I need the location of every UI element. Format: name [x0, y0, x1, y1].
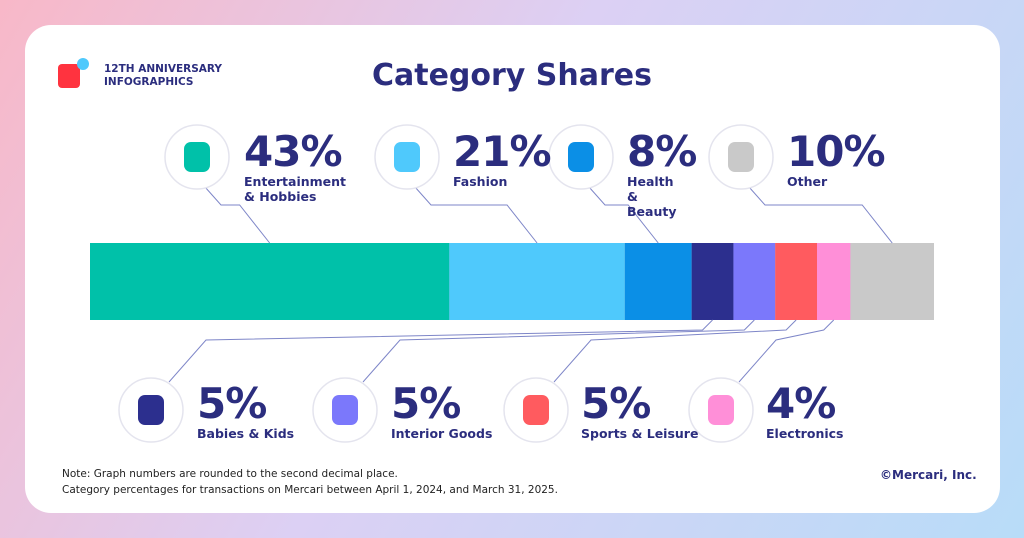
value-label: 4%: [766, 379, 836, 428]
connector: [204, 186, 271, 244]
connector: [414, 186, 538, 244]
connector: [748, 186, 893, 244]
icon: [728, 142, 754, 172]
bar-segment: [691, 243, 734, 320]
category-label: Health & Beauty: [627, 174, 677, 219]
chart-title: Category Shares: [371, 58, 653, 93]
value-label: 10%: [787, 127, 886, 176]
icon: [708, 395, 734, 425]
bar-segment: [733, 243, 776, 320]
bar-segment: [817, 243, 851, 320]
category-label: Babies & Kids: [197, 426, 295, 441]
logo-dot: [77, 58, 89, 70]
category-label: Fashion: [453, 174, 508, 189]
bar-segment: [624, 243, 692, 320]
category-label: Sports & Leisure: [581, 426, 699, 441]
anniversary: 12TH ANNIVERSARY: [104, 63, 223, 75]
copyright: ©Mercari, Inc.: [880, 468, 977, 482]
icon: [332, 395, 358, 425]
category-label: Entertainment & Hobbies: [244, 174, 347, 204]
bar-segment: [449, 243, 625, 320]
icon: [568, 142, 594, 172]
category-label: Electronics: [766, 426, 844, 441]
value-label: 5%: [197, 379, 267, 428]
note: Note: Graph numbers are rounded to the s…: [62, 468, 398, 480]
bar-segment: [850, 243, 934, 320]
logo: [58, 64, 80, 88]
note: Category percentages for transactions on…: [62, 484, 558, 496]
icon: [184, 142, 210, 172]
series-name: INFOGRAPHICS: [104, 76, 194, 88]
icon: [138, 395, 164, 425]
value-label: 5%: [391, 379, 461, 428]
value-label: 43%: [244, 127, 343, 176]
header: 12TH ANNIVERSARY INFOGRAPHICS: [104, 63, 222, 89]
connector: [362, 319, 755, 383]
value-label: 5%: [581, 379, 651, 428]
icon: [394, 142, 420, 172]
connector: [553, 319, 797, 383]
value-label: 21%: [453, 127, 552, 176]
category-label: Interior Goods: [391, 426, 493, 441]
connector: [168, 319, 713, 383]
bar-segment: [90, 243, 450, 320]
icon: [523, 395, 549, 425]
category-label: Other: [787, 174, 828, 189]
connector: [738, 319, 835, 383]
value-label: 8%: [627, 127, 697, 176]
bar-segment: [775, 243, 818, 320]
connector: [588, 186, 659, 244]
